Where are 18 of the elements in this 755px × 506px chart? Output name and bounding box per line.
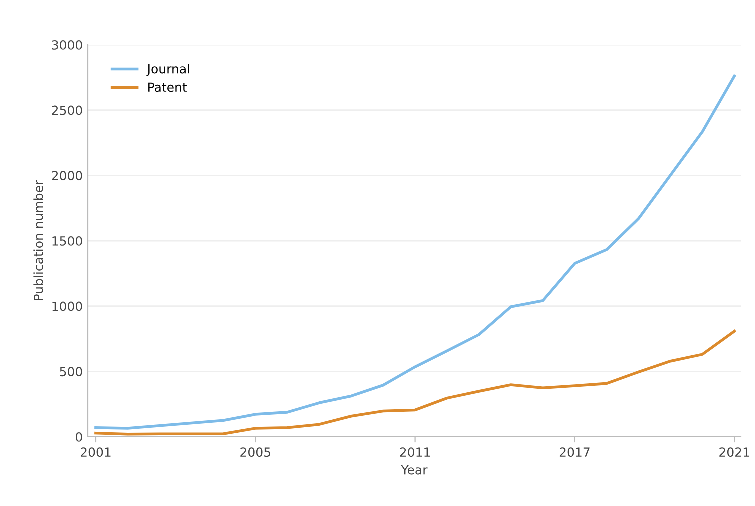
legend-label: Patent [148, 82, 188, 92]
y-tick-label: 2000 [52, 171, 82, 181]
y-tick-label: 500 [60, 367, 82, 377]
y-tick-label: 0 [76, 432, 82, 442]
line-series [94, 330, 736, 436]
y-tick-label: 3000 [52, 40, 82, 50]
x-axis-title: Year [401, 465, 428, 475]
x-tick-label: 2011 [400, 448, 430, 458]
y-tick-label: 1000 [52, 302, 82, 312]
line-series [94, 74, 736, 430]
x-tick-label: 2021 [720, 448, 750, 458]
y-tick-label: 2500 [52, 106, 82, 116]
x-tick-label: 2005 [240, 448, 270, 458]
y-axis-title: Publication number [34, 180, 44, 300]
x-tick-label: 2001 [80, 448, 111, 458]
x-tick-label: 2017 [560, 448, 590, 458]
y-tick-label: 1500 [52, 236, 82, 246]
legend-label: Journal [146, 64, 190, 76]
